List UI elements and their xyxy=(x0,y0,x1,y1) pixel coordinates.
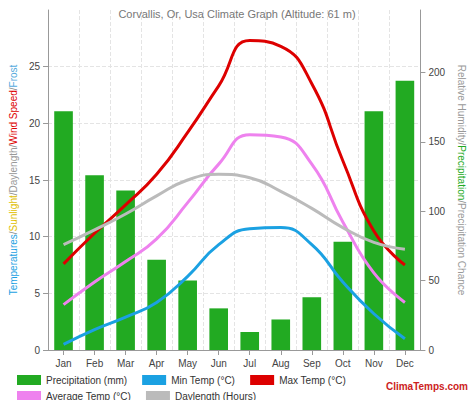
svg-text:Sep: Sep xyxy=(303,358,321,369)
svg-text:Nov: Nov xyxy=(365,358,383,369)
svg-text:Aug: Aug xyxy=(272,358,290,369)
svg-text:Mar: Mar xyxy=(117,358,135,369)
svg-text:Precipitation Chance: Precipitation Chance xyxy=(456,203,467,296)
svg-text:10: 10 xyxy=(29,231,41,242)
svg-text:0: 0 xyxy=(428,345,434,356)
svg-text:Wind Speed: Wind Speed xyxy=(8,90,19,144)
svg-text:Precipitation: Precipitation xyxy=(456,145,467,200)
svg-text:Average Temp (°C): Average Temp (°C) xyxy=(46,391,131,400)
svg-text:Feb: Feb xyxy=(86,358,104,369)
svg-text:Relative Humidity: Relative Humidity xyxy=(456,65,467,143)
svg-text:20: 20 xyxy=(29,118,41,129)
svg-text:Apr: Apr xyxy=(149,358,165,369)
svg-text:Precipitation (mm): Precipitation (mm) xyxy=(46,375,127,386)
svg-text:Temperatures: Temperatures xyxy=(8,234,19,295)
svg-text:50: 50 xyxy=(428,275,440,286)
svg-text:ClimaTemps.com: ClimaTemps.com xyxy=(386,381,468,392)
svg-text:Frost: Frost xyxy=(8,64,19,87)
svg-text:Dec: Dec xyxy=(396,358,414,369)
svg-text:200: 200 xyxy=(428,67,445,78)
svg-text:25: 25 xyxy=(29,61,41,72)
svg-text:May: May xyxy=(178,358,197,369)
svg-text:150: 150 xyxy=(428,136,445,147)
svg-text:5: 5 xyxy=(34,288,40,299)
svg-text:Sunlight: Sunlight xyxy=(8,195,19,231)
svg-text:Daylength (Hours): Daylength (Hours) xyxy=(175,391,256,400)
svg-text:15: 15 xyxy=(29,175,41,186)
svg-text:Jul: Jul xyxy=(243,358,256,369)
svg-text:Corvallis, Or, Usa Climate Gra: Corvallis, Or, Usa Climate Graph (Altitu… xyxy=(118,8,355,20)
svg-text:Jun: Jun xyxy=(211,358,227,369)
svg-text:Oct: Oct xyxy=(335,358,351,369)
svg-text:100: 100 xyxy=(428,206,445,217)
svg-text:Max Temp (°C): Max Temp (°C) xyxy=(279,375,346,386)
svg-text:Daylength: Daylength xyxy=(8,147,19,192)
svg-text:0: 0 xyxy=(34,345,40,356)
svg-text:Min Temp (°C): Min Temp (°C) xyxy=(171,375,235,386)
svg-text:Jan: Jan xyxy=(55,358,71,369)
